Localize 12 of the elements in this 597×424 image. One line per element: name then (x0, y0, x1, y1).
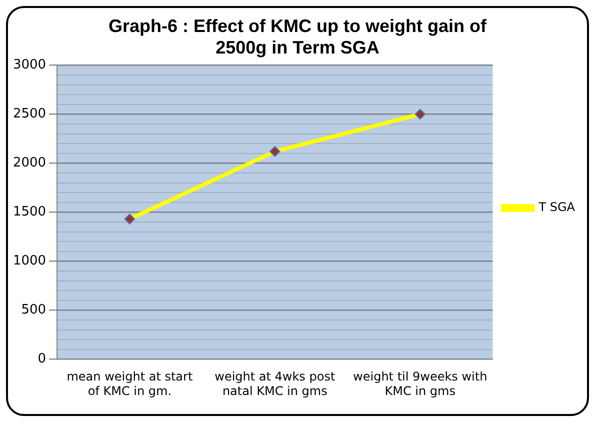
y-tick-label: 0 (38, 352, 46, 367)
x-tick-label: weight at 4wks post natal KMC in gms (214, 370, 336, 398)
x-tick-label: weight til 9weeks with KMC in gms (353, 370, 488, 398)
legend-label: T SGA (538, 200, 576, 214)
y-tick-label: 3000 (12, 58, 46, 73)
y-tick-label: 1000 (12, 254, 46, 269)
x-tick-label: mean weight at start of KMC in gm. (66, 370, 193, 398)
y-tick-label: 1500 (12, 204, 46, 220)
chart-title: Graph-6 : Effect of KMC up to weight gain of 2500g in Term SGA (108, 16, 488, 58)
y-tick-label: 2000 (12, 156, 46, 171)
y-tick-label: 2500 (12, 106, 46, 122)
y-tick-label: 500 (21, 302, 46, 318)
